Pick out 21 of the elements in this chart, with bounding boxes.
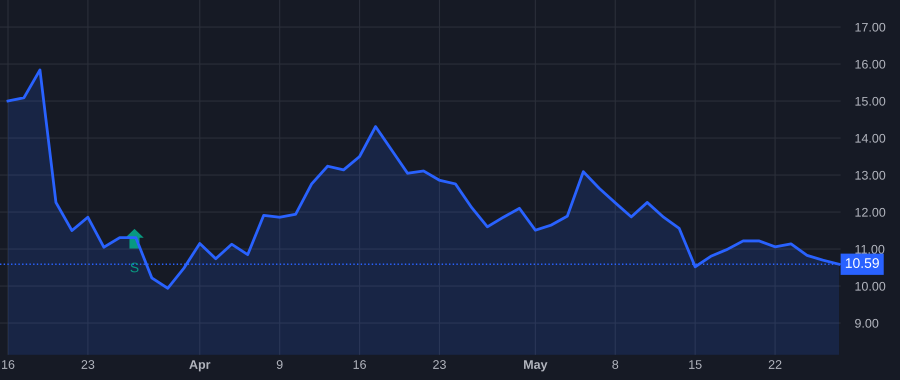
x-tick-label: 8: [612, 360, 618, 369]
x-tick-label: 15: [689, 360, 702, 369]
x-tick-label: 23: [82, 360, 94, 369]
x-tick-label: May: [524, 360, 548, 372]
x-tick-label: 16: [354, 360, 366, 369]
y-tick-label: 13.00: [855, 170, 886, 180]
x-tick-label: Apr: [189, 360, 210, 372]
y-tick-label: 10.00: [855, 282, 886, 291]
y-tick-label: 17.00: [855, 22, 886, 32]
ref-line-label: 10.59: [846, 258, 879, 268]
x-tick-label: 16: [2, 360, 14, 369]
x-tick-label: 22: [768, 360, 782, 369]
y-tick-label: 12.00: [855, 208, 886, 217]
y-tick-label: 15.00: [855, 96, 886, 106]
y-tick-label: 9.00: [855, 318, 878, 328]
x-tick-label: 23: [433, 360, 446, 369]
y-tick-label: 16.00: [855, 60, 886, 69]
annotation: S: [130, 262, 138, 272]
x-tick-label: 9: [276, 360, 283, 369]
y-tick-label: 14.00: [855, 134, 886, 143]
y-tick-label: 11.00: [855, 244, 884, 254]
